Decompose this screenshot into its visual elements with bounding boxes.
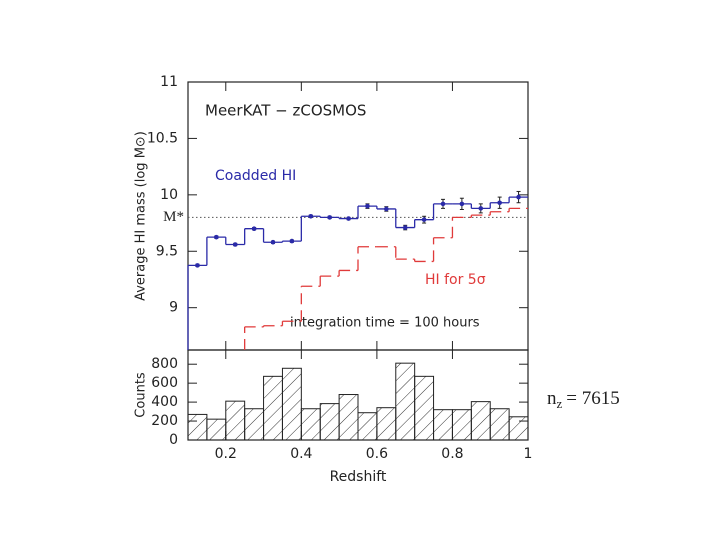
point (308, 213, 314, 219)
point (270, 239, 276, 245)
point (214, 234, 219, 240)
point (289, 238, 295, 244)
bar (281, 367, 302, 441)
bar (489, 408, 510, 441)
x-tick-label: 0.4 (290, 446, 312, 462)
note-text: = 7615 (566, 388, 619, 409)
point (402, 225, 408, 230)
note-symbol: n (547, 388, 557, 409)
bar (376, 407, 397, 441)
point (497, 200, 502, 206)
chart-title: MeerKAT − zCOSMOS (205, 102, 366, 120)
bar (451, 409, 472, 441)
bar (508, 416, 529, 441)
reference-label: M* (163, 209, 184, 225)
bar (206, 418, 227, 441)
y-tick-label: 400 (151, 394, 178, 410)
bar (338, 394, 359, 441)
bar (357, 412, 378, 441)
note-subscript: z (557, 396, 563, 411)
point (365, 203, 370, 209)
bar (244, 408, 265, 441)
y-tick-label: 11 (160, 74, 178, 90)
bar (300, 408, 321, 441)
point (384, 206, 389, 212)
x-tick-label: 0.8 (441, 446, 463, 462)
y-tick-label: 10 (160, 187, 178, 203)
y-tick-label: 9 (169, 300, 178, 316)
bar (187, 413, 208, 441)
point (459, 201, 465, 207)
y-tick-label: 200 (151, 413, 178, 429)
bar (414, 375, 435, 441)
y-tick-label: 9.5 (156, 243, 178, 259)
point (232, 242, 238, 247)
y-tick-label: 10.5 (147, 130, 178, 146)
legend-label: Coadded HI (215, 168, 296, 184)
x-tick-label: 0.2 (215, 446, 237, 462)
bar (225, 400, 246, 441)
note: nz = 7615 (547, 388, 620, 411)
point (346, 216, 351, 221)
point (421, 217, 427, 222)
x-tick-label: 0.6 (366, 446, 388, 462)
bar (395, 362, 416, 441)
y-axis-label: Average HI mass (log M⊙) (134, 131, 149, 301)
point (478, 206, 484, 211)
x-tick-label: 1 (524, 446, 533, 462)
annotation: integration time = 100 hours (290, 316, 480, 331)
point (195, 263, 200, 268)
x-axis-label: Redshift (330, 469, 387, 485)
y-tick-label: 600 (151, 375, 178, 391)
y-tick-label: 800 (151, 356, 178, 372)
legend-label: HI for 5σ (425, 272, 486, 288)
point (327, 215, 332, 220)
bar (433, 409, 453, 441)
y-axis-label: Counts (134, 372, 149, 418)
bar (319, 403, 340, 441)
bar (263, 375, 283, 441)
point (516, 194, 521, 200)
point (440, 201, 446, 207)
point (251, 226, 257, 231)
y-tick-label: 0 (169, 432, 178, 448)
bar (470, 401, 491, 441)
